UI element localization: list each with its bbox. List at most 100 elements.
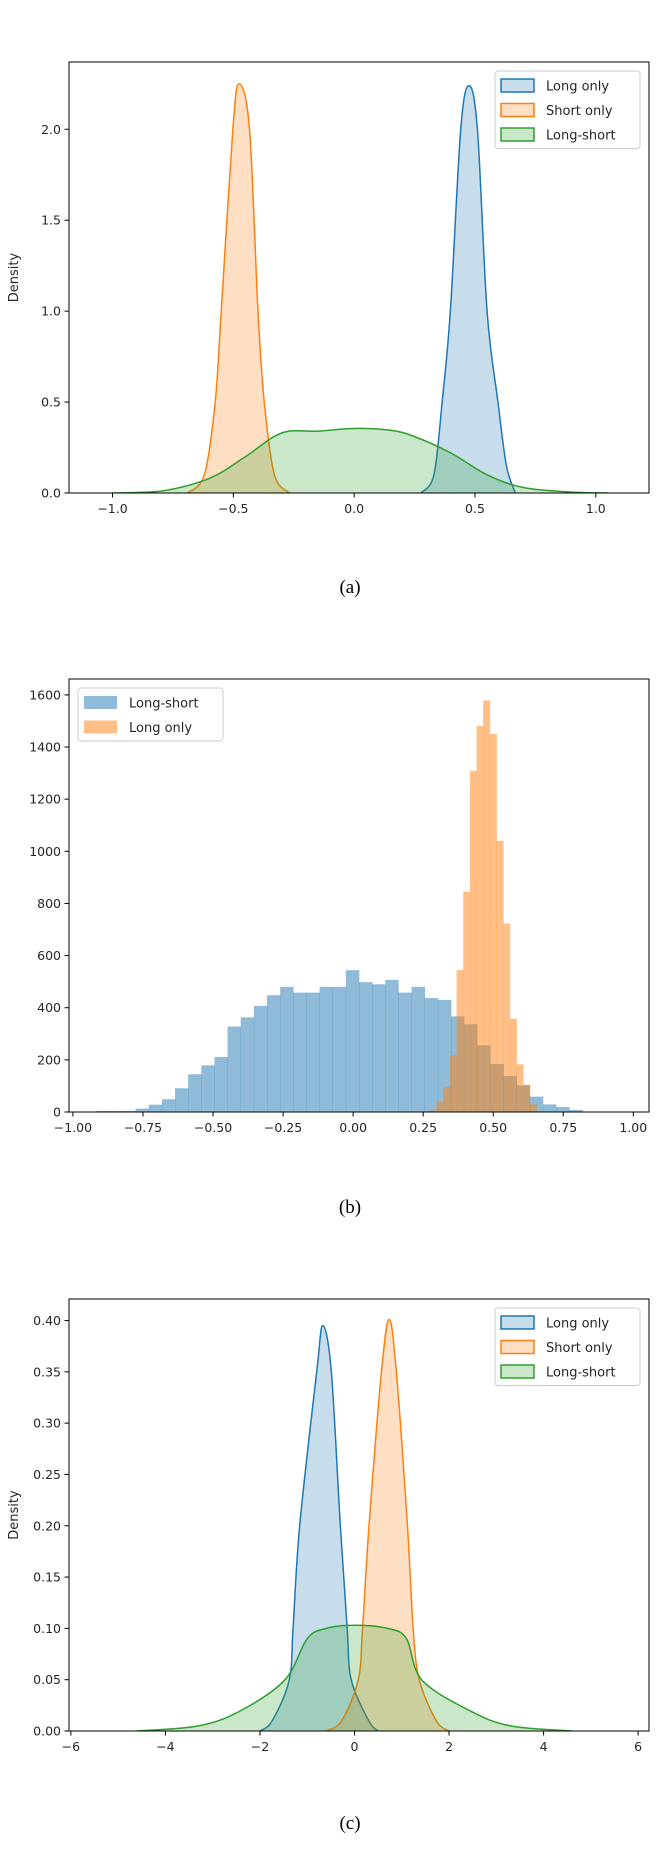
histogram-bar [385,979,399,1112]
histogram-bar [188,1074,202,1112]
y-tick-label: 0.15 [33,1570,61,1585]
y-tick-label: 1200 [29,792,61,807]
plot-area [137,1318,573,1731]
chart-a: −1.0 −0.5 0.0 0.5 1.0 0.0 0.5 1.0 1.5 2.0 Density L… [7,61,650,598]
x-tick-label: 0.0 [344,501,364,516]
histogram-bar [253,1005,268,1112]
x-tick-label: 4 [540,1739,548,1754]
histogram-bar [227,1026,242,1112]
legend-label: Long only [129,721,192,736]
histogram-bar [122,1110,136,1112]
axes-frame [68,61,650,494]
legend-label: Long only [546,1317,609,1332]
legend-label: Long only [546,80,609,95]
kde-line-long-short [112,427,608,493]
histogram-bar [345,970,360,1112]
histogram-bar [109,1110,123,1112]
legend: Long-short Long only [77,687,224,742]
y-tick-label: 1.5 [41,213,61,228]
histogram-bar [293,992,307,1112]
axes-frame [68,1298,650,1732]
figure-caption: (c) [339,1813,360,1834]
y-tick-label: 1000 [29,844,61,859]
histogram-bar [476,725,484,1112]
axes-frame [68,678,650,1113]
legend-swatch [84,696,117,709]
legend-label: Long-short [129,697,199,712]
y-tick-label: 0 [53,1105,61,1120]
y-axis-label: Density [7,252,22,302]
x-tick-label: −0.5 [218,501,248,516]
legend-swatch [84,720,117,734]
figure-caption: (b) [339,1197,361,1218]
x-tick-label: −6 [62,1739,80,1754]
y-tick-label: 0.30 [33,1416,61,1431]
x-tick-label: −0.75 [124,1120,162,1135]
histogram-bar [436,1101,444,1112]
kde-line-long-short [137,1624,573,1731]
plot-area [96,700,583,1112]
y-tick-label: 0.10 [33,1621,61,1636]
x-tick-label: 2 [445,1739,453,1754]
histogram-bar [489,734,497,1112]
y-tick-label: 0.35 [33,1364,61,1379]
y-tick-label: 0.25 [33,1467,61,1482]
figure-caption: (a) [339,577,360,598]
legend-label: Long-short [546,1366,616,1381]
y-tick-label: 1400 [29,740,61,755]
x-tick-label: −1.00 [54,1120,92,1135]
series-long-only [429,700,544,1112]
kde-fill-long-only [259,1325,379,1731]
legend-swatch [500,1364,535,1379]
histogram-bar [469,770,477,1112]
x-tick-label: −1.0 [97,501,127,516]
kde-fill-long-short [112,428,608,493]
histogram-bar [569,1109,583,1112]
legend-label: Short only [546,104,613,119]
y-tick-label: 200 [37,1052,61,1067]
legend: Long only Short only Long-short [494,70,641,149]
y-axis-label: Density [7,1490,22,1540]
histogram-bar [214,1056,228,1112]
x-tick-label: 0.5 [465,501,485,516]
histogram-bar [496,840,504,1112]
legend-swatch [500,1315,535,1330]
kde-fill-short-only [187,83,290,493]
histogram-bar [332,986,347,1112]
histogram-bar [516,1064,524,1112]
x-tick-label: 1.00 [619,1120,647,1135]
plot-area [112,83,608,493]
histogram-bar [398,992,412,1112]
legend-swatch [500,1339,535,1355]
x-tick-label: 0.25 [409,1120,437,1135]
histogram-bar [411,986,426,1112]
histogram-bar [135,1108,150,1112]
histogram-bar [319,986,334,1112]
chart-b: −1.00 −0.75 −0.50 −0.25 0.00 0.25 0.50 0.75 1.00… [29,678,650,1218]
y-tick-label: 1600 [29,687,61,702]
histogram-bar [267,995,281,1112]
x-tick-label: −0.50 [194,1120,232,1135]
histogram-bar [463,891,471,1112]
x-tick-label: −2 [251,1739,269,1754]
y-tick-label: 0.00 [33,1724,61,1739]
legend-label: Long-short [546,129,616,144]
legend-frame [494,1307,641,1386]
y-tick-label: 0.40 [33,1313,61,1328]
histogram-bar [556,1107,570,1112]
y-tick-label: 0.20 [33,1518,61,1533]
y-tick-label: 0.0 [41,486,61,501]
histogram-bar [359,982,373,1112]
legend-swatch [500,78,535,93]
x-tick-label: 0.00 [339,1120,367,1135]
x-tick-label: −0.25 [264,1120,302,1135]
y-tick-label: 2.0 [41,122,61,137]
histogram-bar [483,700,491,1112]
histogram-bar [509,1018,517,1112]
histogram-bar [523,1084,531,1112]
kde-fill-short-only [326,1319,450,1731]
histogram-bar [529,1104,537,1112]
legend-swatch [500,127,535,142]
histogram-bar [201,1065,215,1112]
y-tick-label: 600 [37,948,61,963]
